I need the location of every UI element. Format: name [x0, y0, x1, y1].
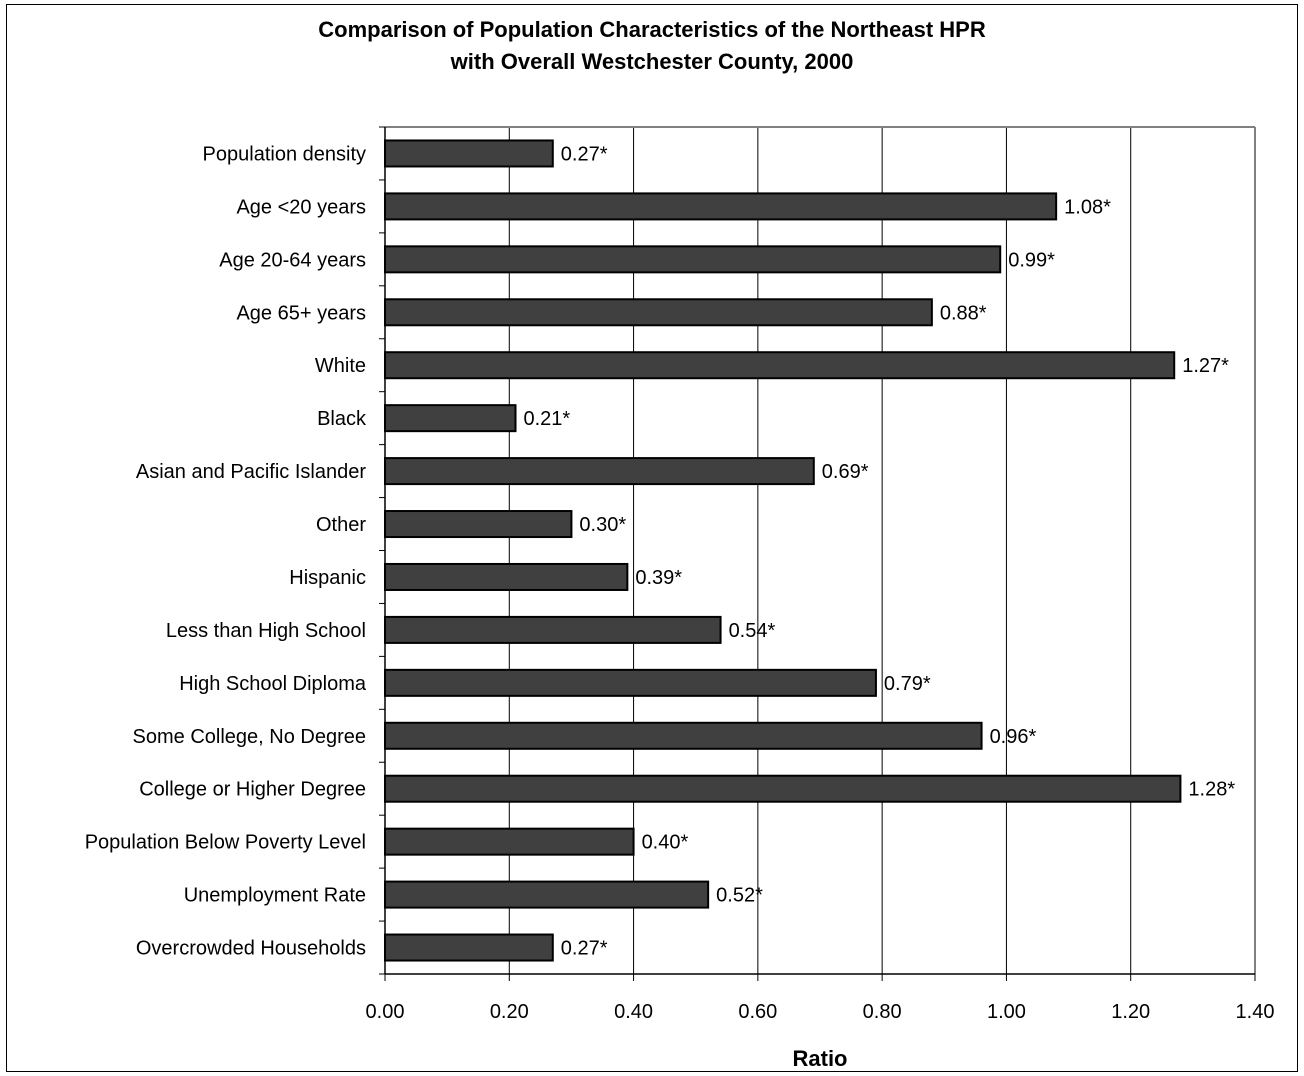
bar [384, 721, 983, 750]
data-label: 0.52* [716, 885, 763, 907]
bar [384, 880, 710, 909]
category-label: Age <20 years [236, 196, 366, 218]
category-label: College or Higher Degree [139, 779, 366, 801]
chart-title: Comparison of Population Characteristics… [0, 14, 1304, 78]
category-label: Asian and Pacific Islander [136, 461, 366, 483]
x-tick-label: 0.20 [490, 1001, 529, 1023]
data-label: 1.28* [1188, 779, 1235, 801]
chart-title-line-1: Comparison of Population Characteristics… [318, 17, 986, 42]
bar [384, 615, 722, 644]
bar [384, 245, 1002, 274]
x-tick-label: 0.00 [366, 1001, 405, 1023]
category-label: Less than High School [166, 620, 366, 642]
x-tick-label: 0.80 [863, 1001, 902, 1023]
bars [384, 139, 1182, 962]
bar [384, 404, 517, 433]
category-label: Overcrowded Households [136, 938, 366, 960]
x-tick-label: 1.20 [1111, 1001, 1150, 1023]
data-label: 1.08* [1064, 196, 1111, 218]
data-label: 1.27* [1182, 355, 1229, 377]
data-label: 0.54* [729, 620, 776, 642]
chart-title-line-2: with Overall Westchester County, 2000 [450, 49, 854, 74]
data-label: 0.40* [642, 832, 689, 854]
bar [384, 298, 933, 327]
bar [384, 774, 1182, 803]
data-label: 0.69* [822, 461, 869, 483]
x-tick-label: 1.40 [1236, 1001, 1275, 1023]
data-label: 0.39* [635, 567, 682, 589]
category-label: Population density [203, 143, 366, 165]
category-label: Other [316, 514, 366, 536]
x-tick-label: 1.00 [987, 1001, 1026, 1023]
category-label: Population Below Poverty Level [85, 832, 366, 854]
bar [384, 562, 629, 591]
data-label: 0.88* [940, 302, 987, 324]
bar [384, 510, 573, 539]
bar [384, 457, 815, 486]
data-label: 0.30* [579, 514, 626, 536]
category-label: Black [317, 408, 367, 430]
data-label: 0.99* [1008, 249, 1055, 271]
category-label: White [315, 355, 366, 377]
category-label: High School Diploma [179, 673, 367, 695]
data-label: 0.79* [884, 673, 931, 695]
data-label: 0.96* [990, 726, 1037, 748]
data-label: 0.27* [561, 938, 608, 960]
category-label: Age 20-64 years [219, 249, 366, 271]
category-label: Some College, No Degree [133, 726, 366, 748]
data-label: 0.21* [524, 408, 571, 430]
bar [384, 139, 554, 168]
bar [384, 351, 1176, 380]
bar [384, 668, 877, 697]
x-axis-title: Ratio [793, 1046, 848, 1071]
axes [379, 126, 1256, 981]
category-label: Age 65+ years [236, 302, 366, 324]
labels: 0.00 0.20 0.40 0.60 0.80 1.00 1.20 1.40 Populati… [85, 143, 1275, 1023]
bar [384, 192, 1058, 221]
x-tick-label: 0.60 [738, 1001, 777, 1023]
x-tick-label: 0.40 [614, 1001, 653, 1023]
category-label: Hispanic [289, 567, 366, 589]
data-label: 0.27* [561, 143, 608, 165]
bar [384, 827, 635, 856]
category-label: Unemployment Rate [184, 885, 366, 907]
bar [384, 933, 554, 962]
